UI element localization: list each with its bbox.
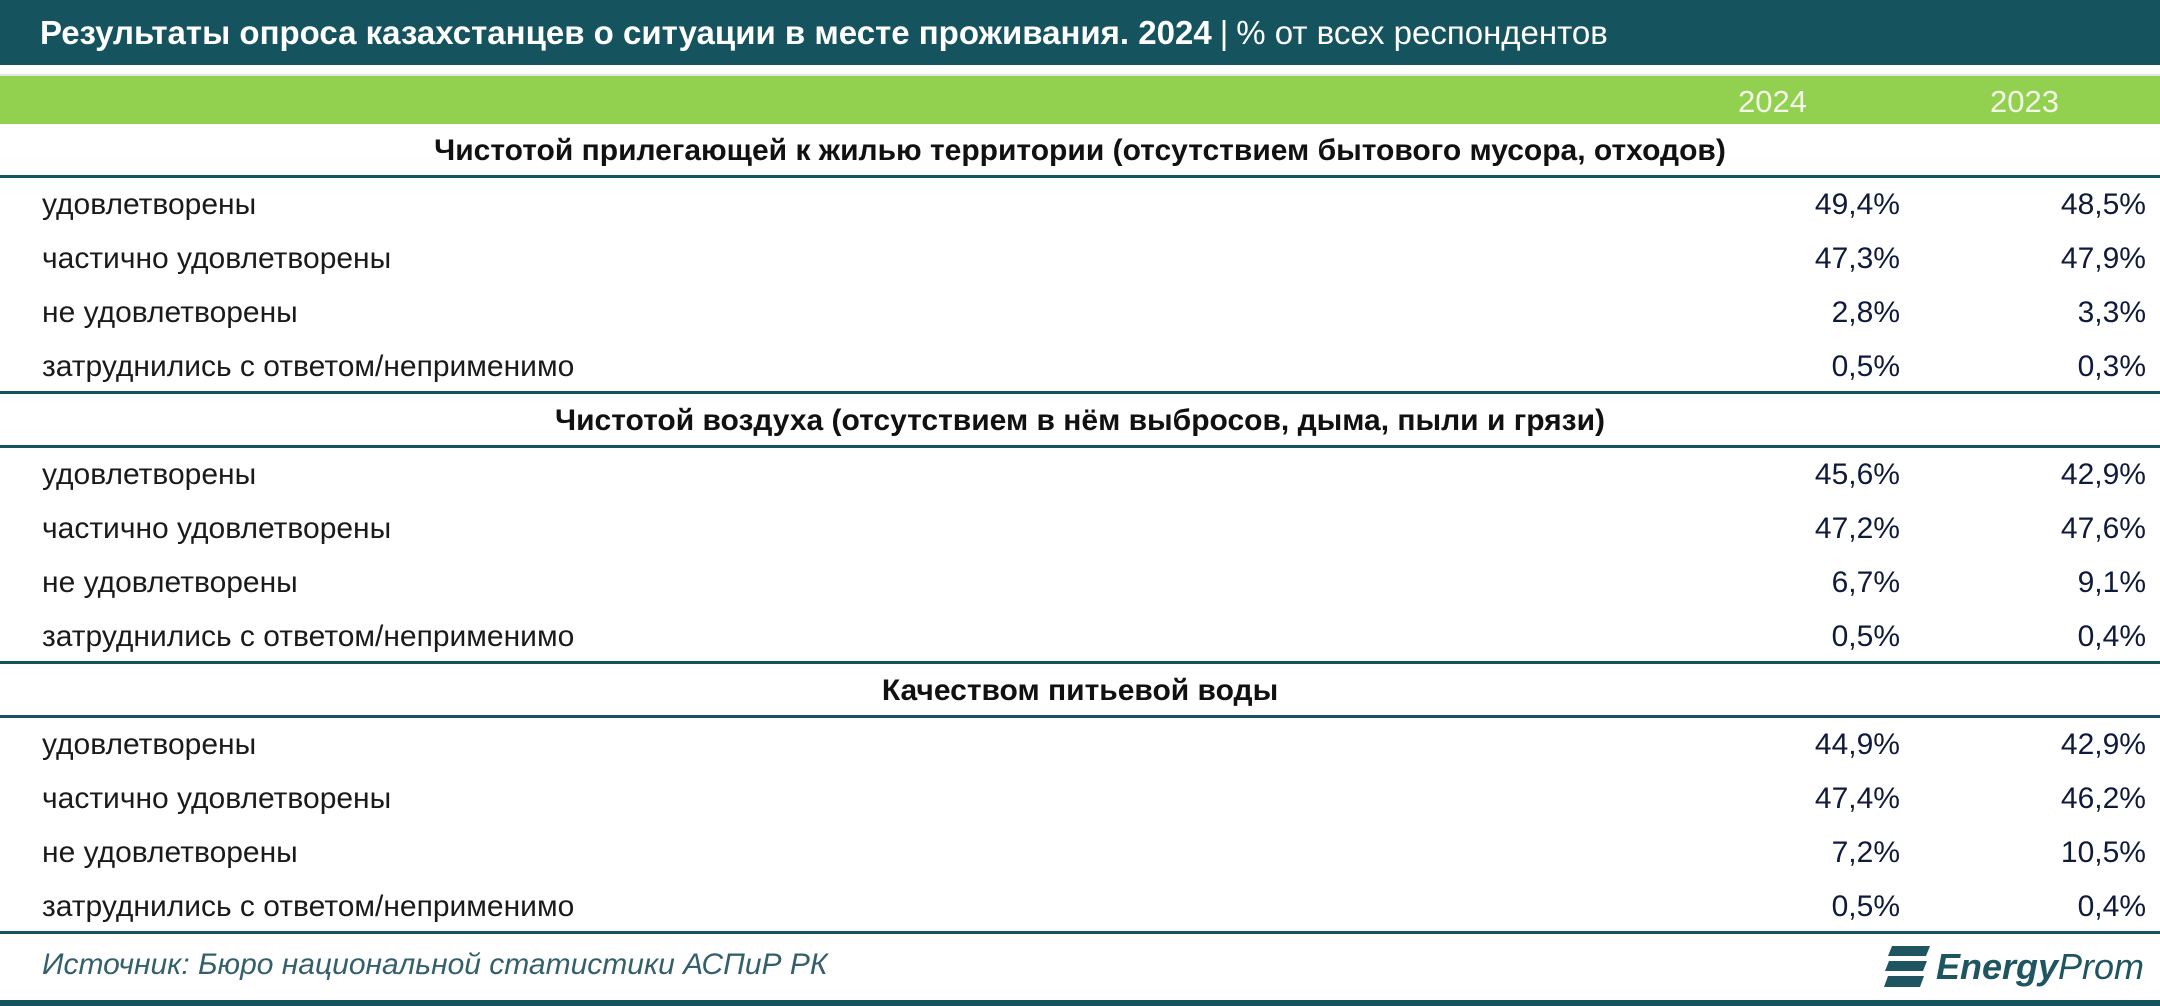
table-row: не удовлетворены 7,2% 10,5%: [0, 826, 2160, 880]
row-label: затруднились с ответом/неприменимо: [42, 890, 575, 923]
column-header-2024: 2024: [1738, 84, 1807, 119]
section-header: Чистотой прилегающей к жилью территории …: [0, 124, 2160, 178]
value-2024: 6,7%: [1831, 566, 1900, 599]
value-2024: 0,5%: [1831, 350, 1900, 383]
value-2023: 48,5%: [2060, 188, 2146, 221]
table-row: частично удовлетворены 47,3% 47,9%: [0, 232, 2160, 286]
bottom-bar: [0, 1000, 2160, 1006]
value-2023: 47,6%: [2060, 512, 2146, 545]
row-label: не удовлетворены: [42, 566, 298, 599]
table-row: затруднились с ответом/неприменимо 0,5% 0,…: [0, 610, 2160, 664]
column-header-row: 2024 2023: [0, 76, 2160, 124]
table-row: частично удовлетворены 47,4% 46,2%: [0, 772, 2160, 826]
table-row: не удовлетворены 6,7% 9,1%: [0, 556, 2160, 610]
value-2023: 46,2%: [2060, 782, 2146, 815]
table-row: не удовлетворены 2,8% 3,3%: [0, 286, 2160, 340]
table-row: удовлетворены 45,6% 42,9%: [0, 448, 2160, 502]
title-text: Результаты опроса казахстанцев о ситуаци…: [40, 14, 1212, 51]
table-row: частично удовлетворены 47,2% 47,6%: [0, 502, 2160, 556]
title-separator: |: [1219, 14, 1229, 51]
row-label: удовлетворены: [42, 188, 257, 221]
title-subtitle: % от всех респондентов: [1236, 14, 1608, 51]
value-2024: 2,8%: [1831, 296, 1900, 329]
value-2023: 0,4%: [2077, 620, 2146, 653]
table-body: Чистотой прилегающей к жилью территории …: [0, 124, 2160, 934]
row-label: частично удовлетворены: [42, 242, 392, 275]
table-title: Результаты опроса казахстанцев о ситуаци…: [0, 0, 2160, 65]
column-header-2023: 2023: [1990, 84, 2059, 119]
value-2023: 42,9%: [2060, 728, 2146, 761]
value-2023: 0,3%: [2077, 350, 2146, 383]
source-note: Источник: Бюро национальной статистики А…: [42, 948, 828, 981]
row-label: затруднились с ответом/неприменимо: [42, 350, 575, 383]
value-2024: 0,5%: [1831, 620, 1900, 653]
row-label: частично удовлетворены: [42, 512, 392, 545]
value-2024: 0,5%: [1831, 890, 1900, 923]
value-2023: 42,9%: [2060, 458, 2146, 491]
value-2024: 47,3%: [1814, 242, 1900, 275]
row-label: удовлетворены: [42, 728, 257, 761]
value-2023: 47,9%: [2060, 242, 2146, 275]
section-header: Чистотой воздуха (отсутствием в нём выбр…: [0, 394, 2160, 448]
value-2023: 10,5%: [2060, 836, 2146, 869]
footer: Источник: Бюро национальной статистики А…: [0, 934, 2160, 1000]
divider: [0, 65, 2160, 76]
energyprom-logo: EnergyProm: [1883, 946, 2144, 988]
value-2024: 7,2%: [1831, 836, 1900, 869]
value-2024: 47,2%: [1814, 512, 1900, 545]
value-2024: 49,4%: [1814, 188, 1900, 221]
value-2024: 45,6%: [1814, 458, 1900, 491]
row-label: не удовлетворены: [42, 296, 298, 329]
row-label: затруднились с ответом/неприменимо: [42, 620, 575, 653]
logo-icon: [1883, 946, 1930, 987]
section-header: Качеством питьевой воды: [0, 664, 2160, 718]
row-label: частично удовлетворены: [42, 782, 392, 815]
logo-text: EnergyProm: [1935, 946, 2144, 987]
table-row: удовлетворены 44,9% 42,9%: [0, 718, 2160, 772]
value-2024: 44,9%: [1814, 728, 1900, 761]
value-2023: 9,1%: [2077, 566, 2146, 599]
value-2023: 0,4%: [2077, 890, 2146, 923]
table-row: затруднились с ответом/неприменимо 0,5% 0,…: [0, 340, 2160, 394]
value-2024: 47,4%: [1814, 782, 1900, 815]
table-row: удовлетворены 49,4% 48,5%: [0, 178, 2160, 232]
row-label: удовлетворены: [42, 458, 257, 491]
value-2023: 3,3%: [2077, 296, 2146, 329]
table-row: затруднились с ответом/неприменимо 0,5% 0,…: [0, 880, 2160, 934]
row-label: не удовлетворены: [42, 836, 298, 869]
